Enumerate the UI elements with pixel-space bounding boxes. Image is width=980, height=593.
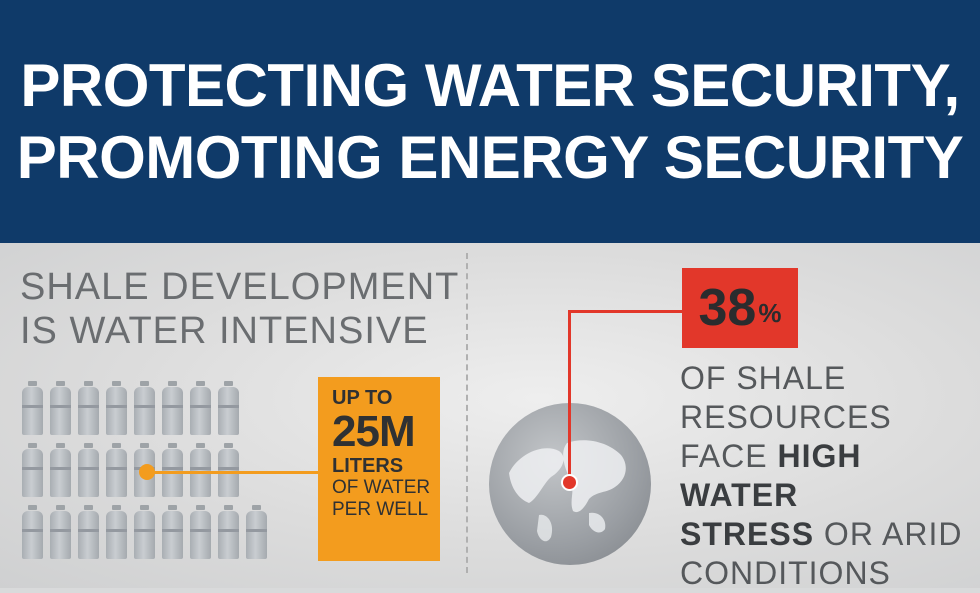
callout-connector-line (146, 471, 318, 474)
stat-desc-line-3-bold: HIGH WATER (680, 438, 862, 513)
water-bottle-icon (50, 443, 71, 497)
water-bottle-icon (190, 505, 211, 559)
water-bottle-icon (162, 443, 183, 497)
water-bottle-icon (246, 505, 267, 559)
left-heading-line-2: IS WATER INTENSIVE (20, 310, 429, 352)
stat-desc-line-4-bold: STRESS (680, 516, 815, 552)
water-bottle-icon (190, 443, 211, 497)
stat-desc-line-4: STRESS OR ARID (680, 515, 980, 554)
water-bottle-icon (78, 505, 99, 559)
callout-amount: 25M (332, 407, 416, 456)
title-line-1: PROTECTING WATER SECURITY, (20, 51, 960, 119)
water-bottle-icon (22, 381, 43, 435)
water-bottle-icon (50, 505, 71, 559)
stat-desc-line-5: CONDITIONS (680, 555, 891, 591)
stat-connector-horizontal (568, 310, 684, 313)
stat-connector-dot (561, 474, 578, 491)
water-bottle-icon (50, 381, 71, 435)
bottle-row-1 (22, 377, 282, 435)
water-bottle-icon (218, 443, 239, 497)
stat-desc-line-3: FACE HIGH WATER (680, 437, 980, 515)
water-bottle-icon (78, 443, 99, 497)
stat-percent: % (758, 297, 782, 328)
water-bottle-icon (106, 443, 127, 497)
callout-connector-dot (139, 464, 155, 480)
stat-badge: 38 % (682, 268, 798, 348)
water-bottle-icon (162, 505, 183, 559)
water-bottle-icon (22, 505, 43, 559)
title-line-2: PROMOTING ENERGY SECURITY (16, 123, 964, 191)
callout-line-2: PER WELL (332, 499, 429, 520)
section-divider (466, 253, 468, 573)
infographic-body: SHALE DEVELOPMENT IS WATER INTENSIVE (0, 243, 980, 591)
stat-desc-line-4-suffix: OR ARID (814, 516, 963, 552)
bottle-row-3 (22, 501, 282, 559)
water-bottle-icon (106, 381, 127, 435)
stat-description: OF SHALE RESOURCES FACE HIGH WATER STRES… (680, 359, 980, 593)
stat-desc-line-3-prefix: FACE (680, 438, 778, 474)
water-bottle-icon (106, 505, 127, 559)
water-bottle-icon (190, 381, 211, 435)
water-bottle-icon (22, 443, 43, 497)
left-heading-line-1: SHALE DEVELOPMENT (20, 266, 460, 308)
water-bottle-icon (218, 505, 239, 559)
bottle-row-2 (22, 439, 282, 497)
water-bottle-icon (78, 381, 99, 435)
callout-line-1: OF WATER (332, 477, 431, 498)
header-banner: PROTECTING WATER SECURITY, PROMOTING ENE… (0, 0, 980, 243)
callout-unit: LITERS (332, 455, 404, 477)
stat-connector-vertical (568, 310, 571, 482)
water-bottle-icon (134, 381, 155, 435)
water-per-well-callout: UP TO 25M LITERS OF WATER PER WELL (318, 377, 440, 561)
stat-desc-line-1: OF SHALE (680, 360, 847, 396)
stat-desc-line-2: RESOURCES (680, 399, 892, 435)
water-bottle-icon (134, 505, 155, 559)
water-bottle-icon (218, 381, 239, 435)
bottle-grid (22, 377, 282, 563)
stat-number: 38 (698, 279, 757, 337)
callout-up-to: UP TO (332, 387, 393, 409)
left-heading: SHALE DEVELOPMENT IS WATER INTENSIVE (20, 265, 459, 353)
water-bottle-icon (162, 381, 183, 435)
